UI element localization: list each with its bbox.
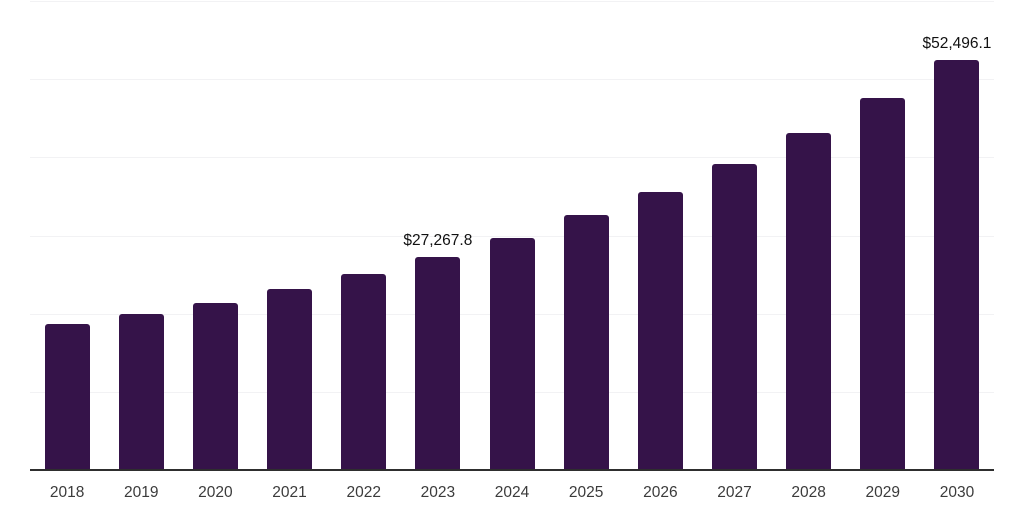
x-tick-label-2023: 2023	[420, 484, 456, 501]
gridline-60000	[30, 1, 994, 2]
x-axis-tick-labels: 2018 2019 2020 2021 2022 2023 2024 2025 2026 2027…	[30, 484, 994, 502]
x-axis-line	[30, 469, 994, 471]
bar-2021	[267, 289, 313, 470]
x-tick-label-2019: 2019	[123, 484, 159, 501]
bar-2026	[637, 191, 683, 470]
bar-2022	[341, 273, 387, 470]
x-tick-label-2018: 2018	[49, 484, 85, 501]
bar-2029	[860, 97, 906, 470]
bar-band-2025	[549, 1, 623, 470]
x-tick-label-2021: 2021	[272, 484, 307, 501]
bar-2020	[192, 302, 238, 470]
bar-band-2028	[772, 1, 846, 470]
bar-2023	[415, 256, 461, 470]
bar-band-2019	[104, 1, 178, 470]
bar-band-2018	[30, 1, 104, 470]
gridline-30000	[30, 235, 994, 237]
bar-band-2027	[697, 1, 771, 470]
bar-2027	[711, 164, 757, 470]
data-label-2030: $52,496.1	[922, 34, 992, 52]
plot-area: $27,267.8 $52,496.1	[30, 1, 994, 470]
bar-band-2020	[178, 1, 252, 470]
bar-band-2022	[327, 1, 401, 470]
x-tick-label-2022: 2022	[346, 484, 381, 501]
bar-2018	[44, 323, 90, 470]
x-tick-label-2020: 2020	[198, 484, 233, 501]
x-tick-label-2028: 2028	[791, 484, 826, 501]
bar-band-2026	[623, 1, 697, 470]
bar-band-2024	[475, 1, 549, 470]
bar-band-2030: $52,496.1	[920, 1, 994, 470]
bars-row: $27,267.8 $52,496.1	[30, 1, 994, 470]
bar-band-2023: $27,267.8	[401, 1, 475, 470]
gridline-50000	[30, 79, 994, 81]
bar-2025	[563, 215, 609, 470]
x-tick-label-2027: 2027	[717, 484, 752, 501]
x-tick-label-2030: 2030	[939, 484, 975, 501]
x-tick-label-2029: 2029	[865, 484, 901, 501]
bar-2030	[934, 59, 980, 470]
x-tick-label-2026: 2026	[643, 484, 678, 501]
bar-2028	[786, 133, 832, 470]
bar-2019	[118, 313, 164, 470]
gridline-40000	[30, 157, 994, 159]
bar-band-2021	[252, 1, 326, 470]
bar-band-2029	[846, 1, 920, 470]
x-tick-label-2025: 2025	[568, 484, 604, 501]
data-label-2023: $27,267.8	[403, 231, 473, 249]
bar-2024	[489, 237, 535, 470]
x-tick-label-2024: 2024	[494, 484, 530, 501]
